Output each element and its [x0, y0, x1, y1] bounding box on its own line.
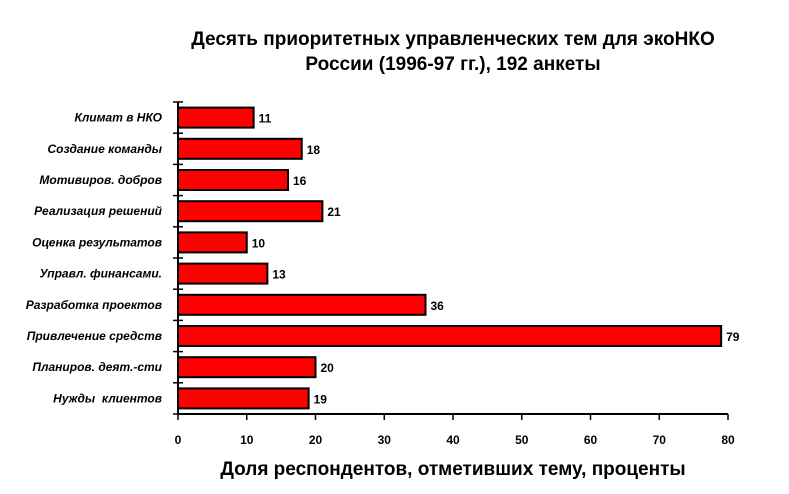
- x-tick-label: 60: [584, 433, 598, 447]
- category-label: Управл. финансами.: [39, 267, 162, 281]
- category-label: Создание команды: [47, 142, 162, 156]
- x-tick-label: 40: [446, 433, 460, 447]
- category-label: Нужды клиентов: [53, 391, 162, 405]
- data-label: 79: [726, 330, 740, 344]
- data-label: 11: [259, 112, 272, 126]
- category-label: Мотивиров. добров: [39, 173, 162, 187]
- data-label: 16: [293, 174, 307, 188]
- category-label: Оценка результатов: [32, 235, 162, 249]
- x-axis-label: Доля респондентов, отметивших тему, проц…: [220, 459, 685, 480]
- x-tick-label: 20: [309, 433, 323, 447]
- bar: [177, 231, 248, 254]
- x-tick-label: 70: [653, 433, 667, 447]
- category-label: Реализация решений: [34, 204, 162, 218]
- chart-title-line-1: Десять приоритетных управленческих тем д…: [191, 29, 715, 50]
- bar: [177, 262, 269, 285]
- data-label: 19: [314, 392, 328, 406]
- ticks-group: 0 10 20 30 40 50 60 70 80: [173, 101, 735, 447]
- x-tick-label: 30: [378, 433, 392, 447]
- x-tick-label: 80: [721, 433, 735, 447]
- data-label: 13: [272, 268, 286, 282]
- bar: [177, 106, 255, 129]
- bar: [177, 169, 289, 191]
- category-label: Разработка проектов: [26, 298, 162, 312]
- x-tick-label: 0: [175, 433, 182, 447]
- x-tick-label: 10: [240, 433, 254, 447]
- category-label: Планиров. деят.-сти: [32, 360, 162, 374]
- bar: [177, 200, 324, 223]
- data-label: 36: [431, 299, 445, 313]
- data-label: 20: [321, 361, 335, 375]
- bars-group: Климат в НКО 11 Создание команды 18 Мотивиро…: [26, 106, 740, 410]
- data-label: 18: [307, 143, 321, 157]
- data-label: 10: [252, 236, 266, 250]
- bar: [177, 137, 303, 160]
- bar: [177, 356, 317, 379]
- chart-title-line-2: России (1996-97 гг.), 192 анкеты: [305, 54, 600, 75]
- x-tick-label: 50: [515, 433, 529, 447]
- category-label: Климат в НКО: [74, 111, 162, 125]
- bar: [177, 325, 723, 347]
- bar: [177, 293, 427, 316]
- data-label: 21: [327, 205, 341, 219]
- category-label: Привлечение средств: [27, 329, 162, 343]
- bar: [177, 387, 310, 410]
